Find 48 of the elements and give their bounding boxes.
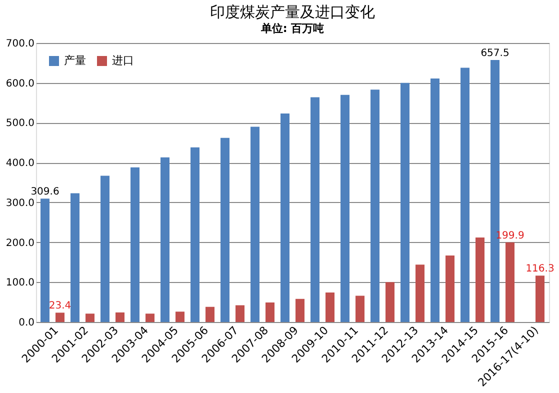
bar (506, 242, 514, 322)
legend-label: 进口 (112, 54, 134, 67)
bar (296, 298, 304, 322)
bar (56, 312, 64, 322)
chart-subtitle: 单位: 百万吨 (260, 22, 324, 35)
y-tick-label: 0.0 (18, 318, 34, 328)
bar (460, 68, 470, 322)
bar (100, 176, 110, 322)
legend-label: 产量 (64, 54, 86, 67)
bar (86, 314, 94, 322)
y-tick-label: 200.0 (6, 238, 34, 249)
bar (310, 97, 320, 322)
y-tick-label: 100.0 (6, 278, 34, 289)
data-label: 23.4 (48, 300, 72, 312)
bar (280, 114, 290, 322)
bar (446, 255, 454, 322)
bar (160, 157, 170, 322)
bar (130, 167, 140, 322)
bar (400, 82, 410, 322)
bar (176, 312, 184, 322)
y-tick-label: 600.0 (6, 78, 34, 90)
y-tick-label: 700.0 (6, 38, 34, 50)
bar (356, 296, 364, 322)
bar (250, 126, 260, 322)
y-tick-label: 300.0 (6, 198, 34, 209)
bar (266, 302, 274, 322)
bar (220, 138, 230, 322)
data-label: 657.5 (480, 48, 510, 59)
bar (430, 78, 440, 322)
bar (70, 193, 80, 322)
data-label: 309.6 (30, 186, 60, 198)
y-tick-label: 500.0 (6, 118, 34, 130)
bar (146, 314, 154, 322)
bar (326, 292, 334, 322)
bar (116, 312, 124, 322)
chart-title: 印度煤炭产量及进口变化 (210, 3, 375, 21)
bar (370, 90, 380, 322)
bar (476, 238, 484, 322)
bar (40, 198, 50, 322)
bar (190, 147, 200, 322)
bar (416, 264, 424, 322)
bar (206, 306, 214, 322)
y-tick-label: 400.0 (6, 158, 34, 170)
bar (386, 282, 394, 322)
bar (536, 276, 544, 322)
bar (236, 305, 244, 322)
bar (340, 94, 350, 322)
data-label: 116.3 (526, 264, 554, 275)
